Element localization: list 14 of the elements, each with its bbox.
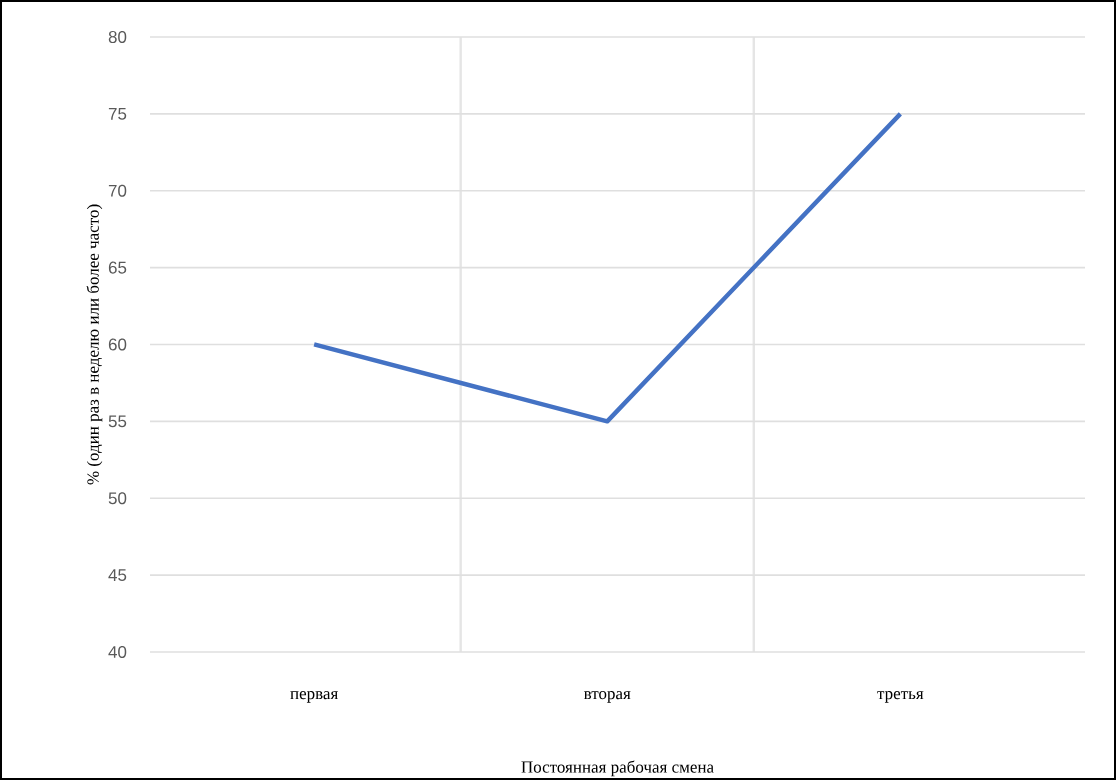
x-tick-label: вторая <box>583 691 631 703</box>
y-tick-label: 40 <box>108 645 127 658</box>
y-axis-title: % (один раз в неделю или более часто) <box>86 204 103 485</box>
y-tick-label: 70 <box>108 184 127 197</box>
y-tick-label: 45 <box>108 569 127 582</box>
y-tick-label: 65 <box>108 261 127 274</box>
y-tick-label: 50 <box>108 492 127 505</box>
y-tick-label: 55 <box>108 415 127 428</box>
y-tick-label: 80 <box>108 30 127 43</box>
x-axis-title: Постоянная рабочая смена <box>521 760 714 777</box>
y-tick-label: 60 <box>108 338 127 351</box>
x-tick-label: первая <box>290 691 339 703</box>
x-tick-label: третья <box>877 691 924 703</box>
y-tick-label: 75 <box>108 107 127 120</box>
